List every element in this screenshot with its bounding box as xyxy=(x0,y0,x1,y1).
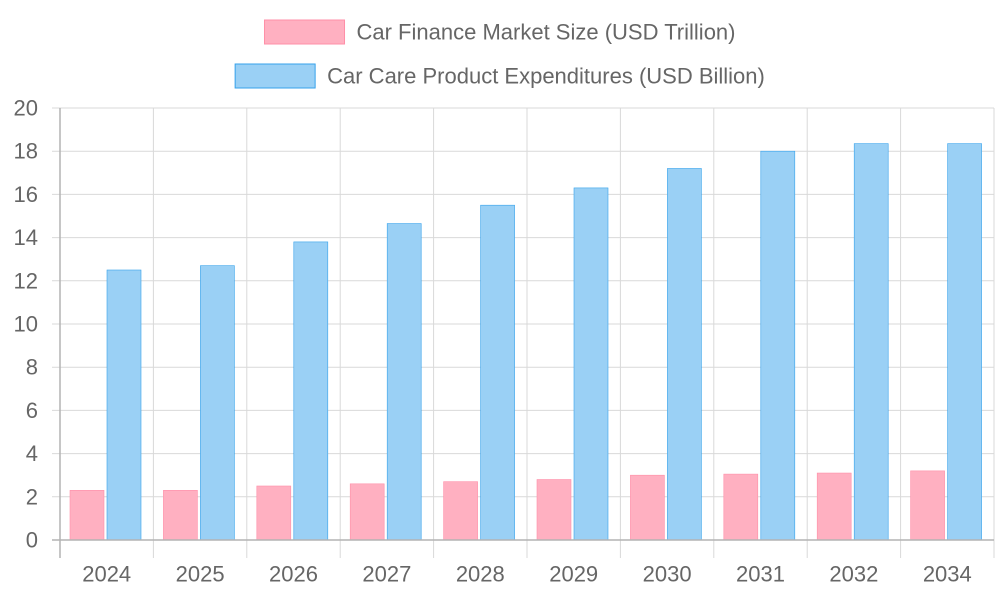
bar-car-finance-2031[interactable] xyxy=(723,473,759,541)
y-tick-label: 18 xyxy=(14,139,38,164)
chart-legend[interactable]: Car Finance Market Size (USD Trillion) Ca… xyxy=(234,19,765,89)
bar-car-care-2024[interactable] xyxy=(106,269,142,541)
bar-car-finance-2034[interactable] xyxy=(910,470,945,541)
y-tick-label: 2 xyxy=(26,484,38,509)
bar-car-care-2029[interactable] xyxy=(573,187,609,541)
x-tick-label: 2025 xyxy=(176,562,225,587)
legend-swatch xyxy=(234,63,316,89)
legend-label: Car Care Product Expenditures (USD Billi… xyxy=(327,64,765,89)
bar-car-care-2027[interactable] xyxy=(386,223,422,541)
bar-car-care-2034[interactable] xyxy=(947,143,982,541)
legend-item-1[interactable]: Car Finance Market Size (USD Trillion) xyxy=(264,19,736,45)
bar-car-finance-2032[interactable] xyxy=(816,472,852,541)
bar-car-finance-2024[interactable] xyxy=(69,490,105,541)
x-tick-label: 2034 xyxy=(923,562,972,587)
chart-axes xyxy=(52,108,994,558)
bar-car-finance-2030[interactable] xyxy=(630,474,665,541)
bar-car-care-2025[interactable] xyxy=(200,265,235,541)
y-tick-label: 0 xyxy=(26,528,38,553)
x-tick-label: 2024 xyxy=(82,562,131,587)
bar-car-care-2028[interactable] xyxy=(480,204,515,541)
x-tick-label: 2031 xyxy=(736,562,785,587)
bar-car-finance-2027[interactable] xyxy=(349,483,385,541)
bar-car-care-2032[interactable] xyxy=(853,143,889,541)
x-tick-label: 2026 xyxy=(269,562,318,587)
chart-tick-labels: 0 2 4 6 8 10 12 14 16 18 20 2024 2025 2026 2027 2028 202… xyxy=(14,96,972,587)
bar-car-care-2030[interactable] xyxy=(667,168,702,541)
x-tick-label: 2032 xyxy=(829,562,878,587)
chart-bars xyxy=(69,143,982,541)
y-tick-label: 12 xyxy=(14,268,38,293)
legend-item-2[interactable]: Car Care Product Expenditures (USD Billi… xyxy=(234,63,765,89)
y-tick-label: 20 xyxy=(14,96,38,121)
x-tick-label: 2028 xyxy=(456,562,505,587)
y-tick-label: 6 xyxy=(26,398,38,423)
bar-car-finance-2025[interactable] xyxy=(163,490,198,541)
y-tick-label: 14 xyxy=(14,225,38,250)
y-tick-label: 8 xyxy=(26,355,38,380)
bar-car-finance-2028[interactable] xyxy=(443,481,478,541)
bar-car-care-2031[interactable] xyxy=(760,150,796,541)
legend-swatch xyxy=(264,19,346,45)
bar-car-finance-2029[interactable] xyxy=(536,479,572,541)
x-tick-label: 2027 xyxy=(362,562,411,587)
legend-label: Car Finance Market Size (USD Trillion) xyxy=(357,20,736,45)
bar-car-finance-2026[interactable] xyxy=(256,485,292,541)
y-tick-label: 16 xyxy=(14,182,38,207)
bar-car-care-2026[interactable] xyxy=(293,241,329,541)
x-tick-label: 2030 xyxy=(643,562,692,587)
y-tick-label: 10 xyxy=(14,312,38,337)
x-tick-label: 2029 xyxy=(549,562,598,587)
y-tick-label: 4 xyxy=(26,441,38,466)
